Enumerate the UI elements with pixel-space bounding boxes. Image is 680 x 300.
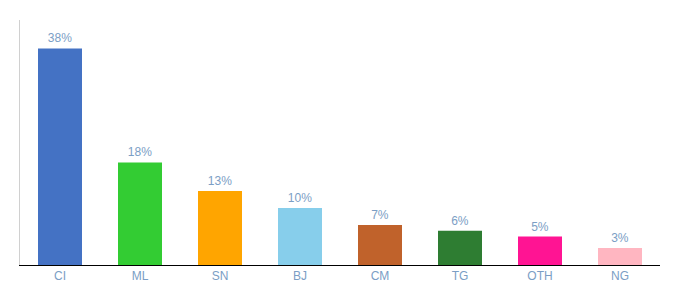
svg-text:6%: 6% xyxy=(451,214,469,228)
svg-text:7%: 7% xyxy=(371,208,389,222)
svg-text:18%: 18% xyxy=(128,145,152,159)
svg-text:5%: 5% xyxy=(531,220,549,234)
svg-text:SN: SN xyxy=(212,269,229,283)
svg-text:CM: CM xyxy=(371,269,390,283)
svg-text:TG: TG xyxy=(452,269,469,283)
svg-text:OTH: OTH xyxy=(527,269,552,283)
svg-text:BJ: BJ xyxy=(293,269,307,283)
svg-text:NG: NG xyxy=(611,269,629,283)
svg-text:10%: 10% xyxy=(288,191,312,205)
svg-text:CI: CI xyxy=(54,269,66,283)
svg-text:13%: 13% xyxy=(208,174,232,188)
svg-text:38%: 38% xyxy=(48,31,72,45)
svg-text:ML: ML xyxy=(132,269,149,283)
svg-text:3%: 3% xyxy=(611,231,629,245)
